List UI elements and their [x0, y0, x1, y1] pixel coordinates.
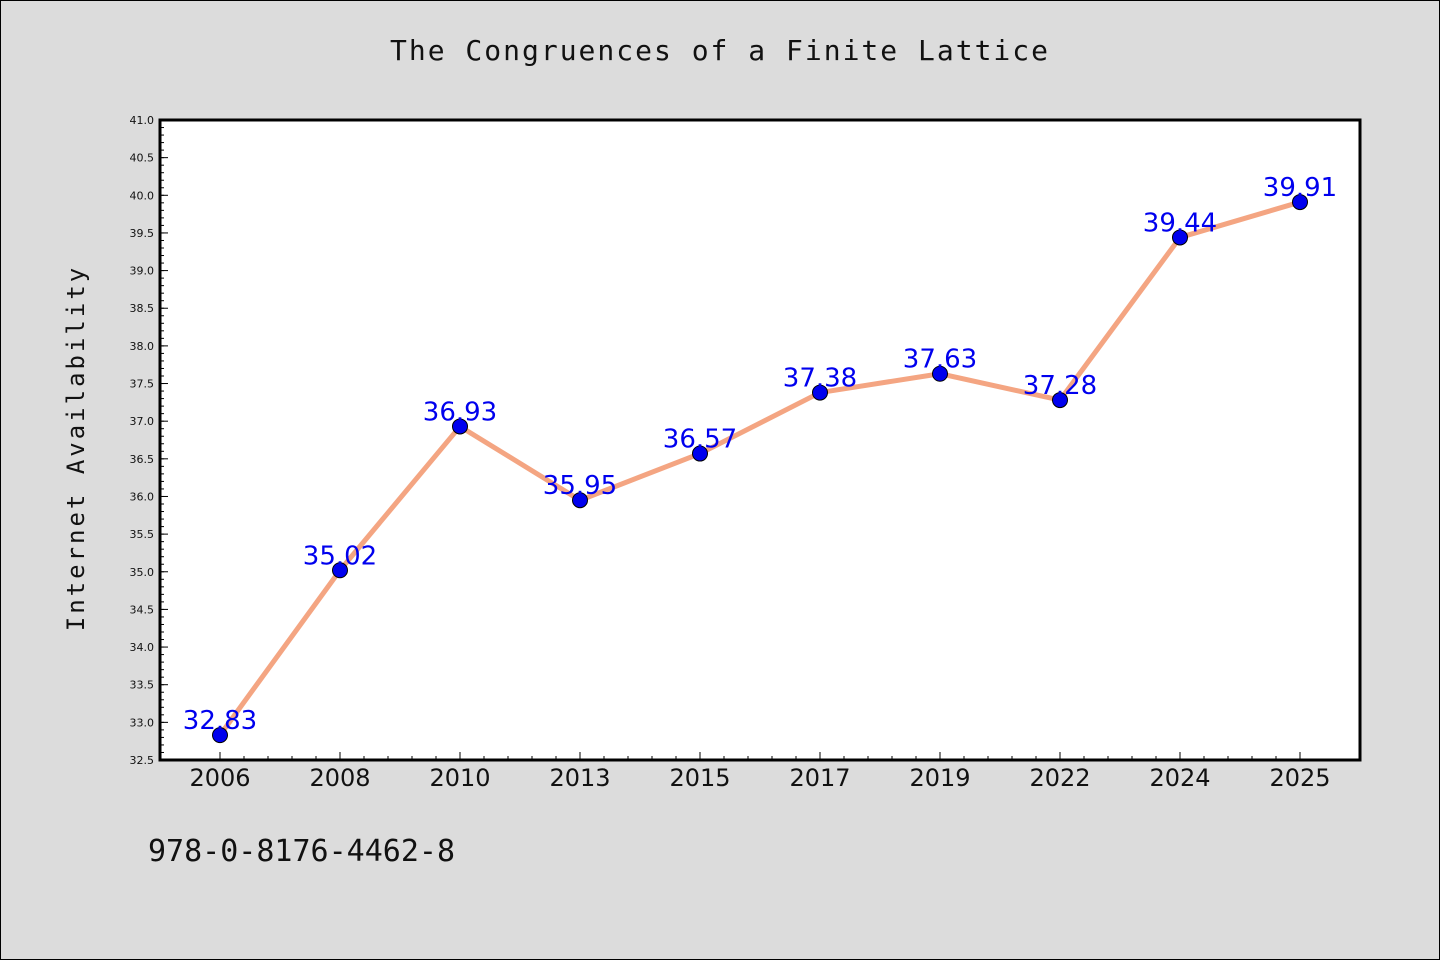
data-label: 35.95 [543, 471, 617, 501]
x-tick-label: 2019 [909, 764, 970, 792]
data-label: 36.93 [423, 397, 497, 427]
x-tick-label: 2024 [1149, 764, 1210, 792]
data-label: 39.91 [1263, 173, 1337, 203]
x-tick-label: 2008 [309, 764, 370, 792]
y-axis: 32.5 33.0 33.5 34.0 34.5 35.0 35.5 36.0 36.5 37.0… [130, 114, 168, 767]
y-tick-label: 34.0 [130, 641, 155, 654]
y-tick-label: 32.5 [130, 754, 155, 767]
y-tick-label: 38.5 [130, 302, 155, 315]
x-tick-label: 2010 [429, 764, 490, 792]
y-tick-label: 37.5 [130, 378, 155, 391]
data-point [1052, 392, 1068, 409]
data-point [812, 384, 828, 401]
data-labels: 32.83 35.02 36.93 35.95 36.57 37.38 37.63 37.28… [183, 173, 1337, 736]
data-points [212, 194, 1308, 744]
data-point [332, 562, 348, 579]
data-point [692, 445, 708, 462]
plot-area [160, 120, 1360, 760]
y-tick-label: 39.5 [130, 227, 155, 240]
y-tick-label: 38.0 [130, 340, 155, 353]
y-tick-label: 33.0 [130, 716, 155, 729]
x-tick-label: 2013 [549, 764, 610, 792]
x-tick-label: 2022 [1029, 764, 1090, 792]
data-label: 35.02 [303, 541, 377, 571]
y-tick-label: 36.5 [130, 453, 155, 466]
data-label: 37.63 [903, 345, 977, 375]
x-tick-label: 2015 [669, 764, 730, 792]
y-tick-label: 35.0 [130, 566, 155, 579]
data-point [932, 365, 948, 382]
data-point [452, 418, 468, 435]
data-point [1172, 229, 1188, 246]
data-label: 39.44 [1143, 208, 1217, 238]
x-tick-label: 2017 [789, 764, 850, 792]
plot-border [158, 118, 1362, 762]
x-tick-label: 2025 [1269, 764, 1330, 792]
y-tick-label: 36.0 [130, 490, 155, 503]
series-line [217, 199, 1301, 737]
y-tick-label: 40.5 [130, 152, 155, 165]
data-point [572, 492, 588, 509]
x-axis: 2006 2008 2010 2013 2015 2017 2019 2022 2024 2025 [189, 752, 1331, 792]
data-label: 37.28 [1023, 371, 1097, 401]
y-tick-label: 41.0 [130, 114, 155, 127]
y-tick-label: 33.5 [130, 679, 155, 692]
x-tick-label: 2006 [189, 764, 250, 792]
data-label: 36.57 [663, 425, 737, 455]
y-tick-label: 35.5 [130, 528, 155, 541]
y-tick-label: 37.0 [130, 415, 155, 428]
data-label: 37.38 [783, 364, 857, 394]
data-point [1292, 194, 1308, 211]
y-tick-label: 39.0 [130, 265, 155, 278]
data-label: 32.83 [183, 706, 257, 736]
y-tick-label: 40.0 [130, 189, 155, 202]
data-point [212, 727, 228, 744]
chart-title: The Congruences of a Finite Lattice [389, 34, 1050, 67]
y-tick-label: 34.5 [130, 603, 155, 616]
isbn-text: 978-0-8176-4462-8 [148, 834, 456, 869]
